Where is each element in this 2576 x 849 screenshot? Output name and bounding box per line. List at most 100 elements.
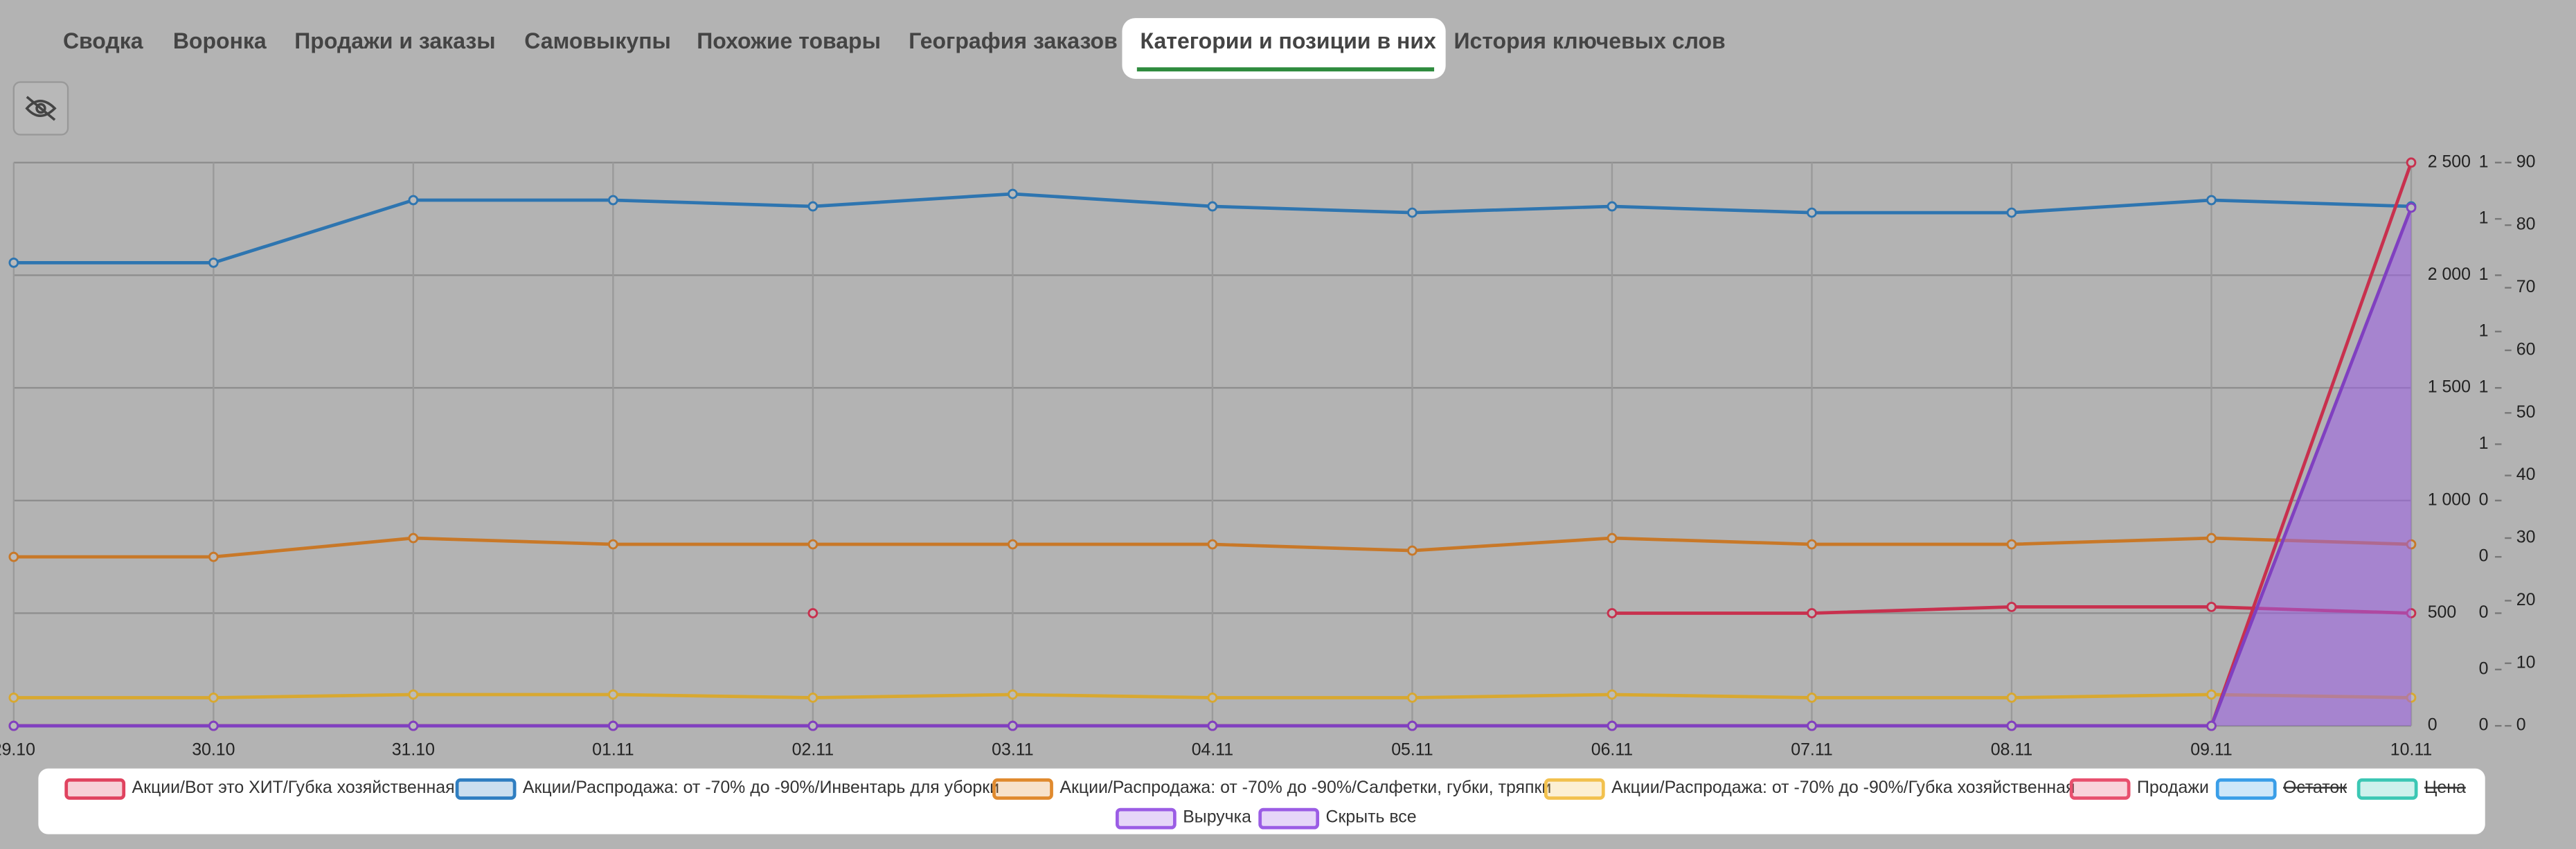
point — [2206, 720, 2217, 731]
y3-tick-label: 40 — [2516, 465, 2536, 484]
legend-label[interactable]: Продажи — [2137, 778, 2209, 797]
eye-slash — [26, 96, 56, 121]
y2-tick-label: 1 — [2479, 377, 2489, 397]
legend-label[interactable]: Остаток — [2283, 778, 2347, 797]
point — [8, 551, 19, 562]
legend-swatch[interactable] — [1544, 778, 1605, 800]
hide-all-label[interactable]: Скрыть все — [1326, 807, 1417, 827]
y2-tick-label: 1 — [2479, 208, 2489, 228]
y3-tick-label: 0 — [2516, 715, 2526, 735]
point — [1607, 720, 1618, 731]
y3-tick-label: 60 — [2516, 339, 2536, 359]
tab[interactable]: Категории и позиции в них — [1141, 28, 1436, 53]
point — [2406, 202, 2417, 213]
point — [1407, 545, 1417, 556]
tab[interactable]: Воронка — [173, 28, 267, 53]
x-tick-label: 08.11 — [1991, 740, 2032, 759]
tab[interactable]: Самовыкупы — [524, 28, 671, 53]
hide-button[interactable] — [12, 81, 69, 136]
y2-tick-label: 0 — [2479, 715, 2489, 735]
y-tick-label: 0 — [2428, 715, 2438, 735]
x-tick-label: 05.11 — [1391, 740, 1433, 759]
active-tab-underline — [1136, 67, 1435, 72]
x-tick-label: 31.10 — [392, 740, 435, 759]
legend-label[interactable]: Акции/Распродажа: от -70% до -90%/Губка … — [1611, 778, 2075, 797]
eye-pupil — [35, 102, 46, 114]
x-tick-label: 04.11 — [1192, 740, 1233, 759]
tab[interactable]: География заказов — [909, 28, 1118, 53]
legend-label[interactable]: Акции/Распродажа: от -70% до -90%/Салфет… — [1059, 778, 1551, 797]
y2-tick-label: 1 — [2479, 265, 2489, 284]
point — [8, 258, 19, 268]
point — [1008, 720, 1018, 731]
y3-tick-label: 30 — [2516, 528, 2536, 547]
point — [1807, 692, 1817, 703]
hide-all-swatch[interactable] — [1258, 807, 1320, 830]
point — [208, 551, 219, 562]
point — [1807, 608, 1817, 618]
point — [408, 720, 419, 731]
point — [807, 201, 819, 212]
point — [1607, 201, 1618, 212]
point — [2406, 157, 2417, 168]
y3-tick-label: 10 — [2516, 652, 2536, 672]
y2-tick-label: 0 — [2479, 546, 2489, 566]
legend-label[interactable]: Выручка — [1183, 807, 1251, 827]
y-tick-label: 2 000 — [2428, 265, 2471, 284]
x-tick-label: 29.10 — [0, 740, 35, 759]
point — [408, 533, 419, 544]
point — [1407, 720, 1417, 731]
point — [8, 720, 19, 731]
legend-swatch[interactable] — [2215, 778, 2277, 800]
legend-swatch[interactable] — [64, 778, 126, 800]
y2-tick-label: 0 — [2479, 490, 2489, 509]
x-tick-label: 03.11 — [992, 740, 1033, 759]
legend-swatch[interactable] — [2356, 778, 2418, 800]
x-tick-label: 01.11 — [592, 740, 634, 759]
legend-swatch[interactable] — [992, 778, 1053, 800]
y3-tick-label: 70 — [2516, 277, 2536, 296]
point — [1207, 201, 1218, 212]
legend-swatch[interactable] — [1116, 807, 1177, 830]
y2-tick-label: 0 — [2479, 602, 2489, 622]
y-tick-label: 1 500 — [2428, 377, 2471, 397]
y2-tick-label: 0 — [2479, 659, 2489, 678]
point — [2006, 539, 2017, 550]
tab[interactable]: Похожие товары — [697, 28, 881, 53]
point — [608, 539, 618, 550]
y-tick-label: 1 000 — [2428, 490, 2471, 509]
point — [1407, 692, 1417, 703]
y-tick-label: 500 — [2428, 602, 2457, 622]
legend-label[interactable]: Цена — [2424, 778, 2466, 797]
point — [1207, 720, 1218, 731]
legend-swatch[interactable] — [455, 778, 517, 800]
legend-label[interactable]: Акции/Вот это ХИТ/Губка хозяйственная — [132, 778, 455, 797]
point — [408, 195, 419, 206]
x-tick-label: 09.11 — [2190, 740, 2232, 759]
tab[interactable]: Сводка — [63, 28, 143, 53]
point — [8, 692, 19, 703]
y3-tick-label: 80 — [2516, 215, 2536, 234]
tab[interactable]: Продажи и заказы — [294, 28, 495, 53]
point — [2206, 195, 2217, 206]
point — [608, 689, 618, 700]
point — [2006, 720, 2017, 731]
point — [1607, 689, 1618, 700]
point — [1607, 533, 1618, 544]
legend-swatch[interactable] — [2069, 778, 2131, 800]
point — [2206, 602, 2217, 612]
y2-tick-label: 1 — [2479, 152, 2489, 171]
point — [1807, 720, 1817, 731]
legend-box — [38, 768, 2485, 834]
point — [1807, 539, 1817, 550]
legend-label[interactable]: Акции/Распродажа: от -70% до -90%/Инвент… — [523, 778, 999, 797]
active-tab-bg — [1122, 18, 1446, 79]
point — [2006, 602, 2017, 612]
tab[interactable]: История ключевых слов — [1454, 28, 1726, 53]
point — [208, 692, 219, 703]
point — [1008, 539, 1018, 550]
point — [1207, 539, 1218, 550]
y2-tick-label: 1 — [2479, 321, 2489, 340]
